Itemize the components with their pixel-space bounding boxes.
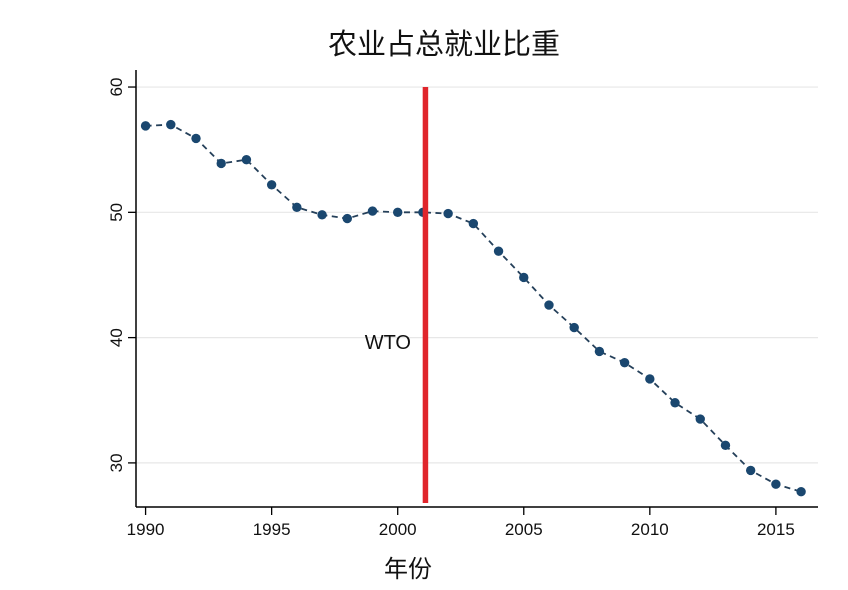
data-point	[292, 202, 302, 213]
data-point	[443, 208, 453, 219]
x-tick-label: 1990	[127, 520, 165, 539]
y-tick-label: 40	[107, 328, 126, 347]
y-tick-label: 60	[107, 78, 126, 97]
data-point	[317, 210, 327, 220]
data-point	[241, 155, 252, 165]
wto-annotation-label: WTO	[365, 332, 411, 354]
data-point	[266, 180, 277, 190]
data-point	[771, 479, 781, 489]
data-point	[544, 300, 554, 310]
data-point	[695, 414, 705, 424]
data-point	[468, 218, 479, 229]
data-point	[166, 119, 176, 130]
x-tick-label: 2015	[757, 520, 795, 539]
x-tick-label: 2005	[505, 520, 543, 539]
data-point	[342, 213, 352, 224]
data-point	[619, 357, 630, 368]
data-series	[140, 119, 806, 497]
data-point	[720, 440, 731, 451]
series-line	[145, 123, 802, 493]
data-point	[216, 158, 226, 169]
data-point	[645, 374, 655, 384]
y-tick-label: 30	[107, 453, 126, 472]
axes: 30 40 50 60 1990 1995 2000 2005 2010 2015	[107, 70, 818, 539]
chart-title: 农业占总就业比重	[328, 28, 560, 61]
x-tick-label: 2010	[631, 520, 669, 539]
gridlines	[136, 86, 818, 464]
data-point	[670, 398, 680, 408]
data-point	[493, 246, 504, 256]
x-tick-label: 1995	[253, 520, 291, 539]
x-tick-label: 2000	[379, 520, 417, 539]
data-point	[140, 121, 151, 131]
data-point	[191, 133, 201, 144]
y-tick-label: 50	[107, 203, 126, 222]
x-axis-label: 年份	[384, 556, 432, 583]
data-point	[569, 322, 579, 333]
data-point	[594, 346, 605, 357]
data-point	[393, 207, 403, 218]
data-point	[519, 272, 529, 283]
data-point	[367, 206, 378, 216]
data-point	[796, 487, 806, 497]
data-point	[745, 465, 756, 476]
